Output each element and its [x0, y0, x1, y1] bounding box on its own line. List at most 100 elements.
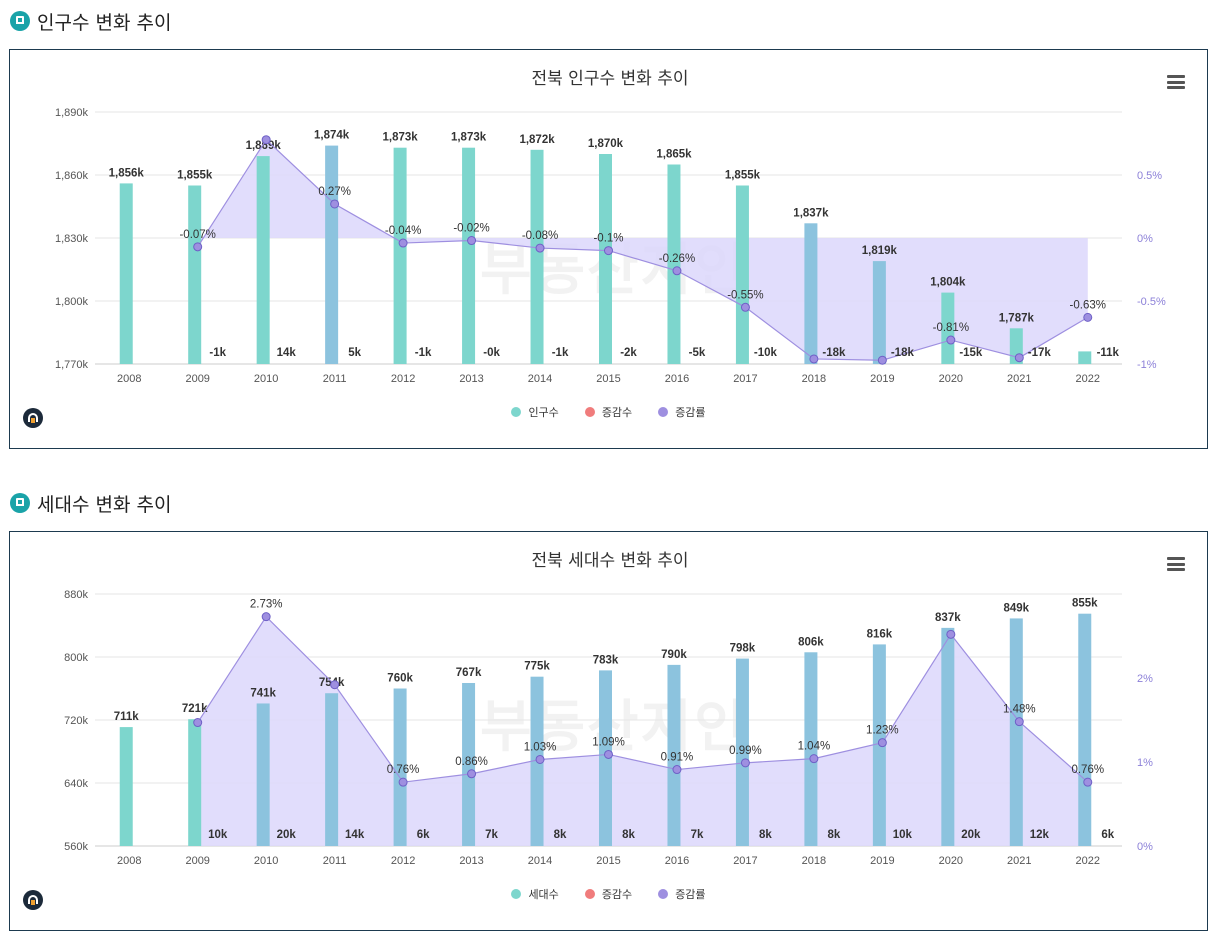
- change-data-label: -15k: [959, 347, 983, 359]
- bar: [325, 693, 339, 846]
- bar-data-label: 741k: [250, 687, 276, 699]
- bar: [1009, 618, 1023, 846]
- change-data-label: 7k: [691, 829, 704, 841]
- x-axis-tick-label: 2010: [254, 373, 278, 385]
- rate-point: [946, 335, 956, 345]
- rate-point: [604, 246, 613, 256]
- legend-item-change[interactable]: 증감수: [584, 404, 632, 420]
- legend-swatch: [584, 407, 595, 417]
- x-axis-tick-label: 2009: [185, 373, 209, 385]
- change-data-label: 14k: [345, 829, 365, 841]
- change-data-label: -1k: [552, 347, 569, 359]
- legend-label: 증감률: [675, 406, 706, 419]
- x-axis-tick-label: 2008: [117, 373, 141, 385]
- bar-data-label: 816k: [867, 628, 893, 640]
- chart-title: 전북 인구수 변화 추이: [532, 69, 689, 89]
- rate-point: [193, 242, 203, 252]
- rate-point: [330, 199, 340, 209]
- change-data-label: 5k: [348, 347, 361, 359]
- legend-item-rate[interactable]: 증감률: [658, 886, 706, 902]
- rate-point: [1083, 312, 1093, 322]
- bar: [872, 261, 886, 364]
- y-axis-tick-label: 560k: [64, 841, 88, 853]
- x-axis-tick-label: 2019: [870, 855, 894, 867]
- household-chart: 전북 세대수 변화 추이 560k 640k 720k 800k 880k 0% 1% 2% 20…: [64, 551, 1153, 867]
- x-axis-tick-label: 2012: [391, 855, 415, 867]
- change-data-label: 20k: [961, 829, 981, 841]
- x-axis-tick-label: 2017: [733, 373, 757, 385]
- rate-point: [946, 629, 956, 639]
- rate-data-label: 0.86%: [455, 756, 488, 768]
- x-axis-tick-label: 2009: [185, 855, 209, 867]
- bar-data-label: 1,855k: [177, 170, 213, 182]
- legend-item-households[interactable]: 세대수: [511, 886, 559, 902]
- bar: [119, 727, 133, 846]
- y-axis-tick-label: 640k: [64, 778, 88, 790]
- chart-menu-button[interactable]: [1167, 75, 1185, 89]
- y2-axis-tick-label: 2%: [1137, 673, 1153, 685]
- bar: [1078, 351, 1092, 364]
- change-data-label: -1k: [209, 347, 226, 359]
- bar-data-label: 767k: [456, 667, 482, 679]
- legend-item-rate[interactable]: 증감률: [658, 404, 706, 420]
- change-data-label: -10k: [754, 347, 778, 359]
- bar: [667, 164, 681, 364]
- bar-data-label: 855k: [1072, 598, 1098, 610]
- bar-data-label: 790k: [661, 649, 687, 661]
- x-axis-tick-label: 2021: [1007, 373, 1031, 385]
- rate-point: [467, 236, 477, 246]
- bar: [393, 147, 407, 364]
- change-data-label: 6k: [1101, 829, 1114, 841]
- rate-data-label: -0.81%: [933, 322, 969, 334]
- rate-data-label: 0.91%: [661, 752, 694, 764]
- rate-data-label: 1.09%: [592, 736, 625, 748]
- x-axis-tick-label: 2016: [665, 855, 689, 867]
- bar-data-label: 775k: [524, 661, 550, 673]
- y2-axis-tick-label: 1%: [1137, 757, 1153, 769]
- rate-data-label: -0.02%: [453, 223, 489, 235]
- y-axis-tick-label: 800k: [64, 652, 88, 664]
- rate-point: [1014, 717, 1024, 727]
- x-axis-tick-label: 2015: [596, 855, 620, 867]
- brand-logo-icon: [23, 408, 43, 428]
- rate-data-label: -0.07%: [179, 229, 215, 241]
- change-data-label: 8k: [759, 829, 772, 841]
- rate-point: [1083, 777, 1093, 787]
- x-axis-tick-label: 2013: [459, 855, 483, 867]
- chart-menu-button[interactable]: [1167, 557, 1185, 571]
- x-axis-tick-label: 2013: [459, 373, 483, 385]
- bar: [804, 652, 818, 846]
- rate-data-label: 0.99%: [729, 745, 762, 757]
- bar-data-label: 1,819k: [862, 245, 898, 257]
- change-data-label: -1k: [415, 347, 432, 359]
- rate-point: [330, 680, 340, 690]
- rate-point: [1014, 353, 1024, 363]
- x-axis-tick-label: 2011: [323, 855, 347, 867]
- y-axis-tick-label: 720k: [64, 715, 88, 727]
- population-chart-panel: 부동산지인 전북 인구수 변화 추이 1,770k 1,800k 1,830k 1,86…: [9, 49, 1208, 449]
- y-axis-tick-label: 880k: [64, 589, 88, 601]
- bar-data-label: 849k: [1004, 602, 1030, 614]
- change-data-label: 10k: [208, 829, 228, 841]
- change-data-label: -11k: [1097, 347, 1120, 359]
- bar-data-label: 798k: [730, 643, 756, 655]
- legend-label: 인구수: [528, 406, 559, 419]
- y-axis-tick-label: 1,860k: [55, 170, 89, 182]
- population-chart: 전북 인구수 변화 추이 1,770k 1,800k 1,830k 1,860k 1,89…: [55, 69, 1166, 385]
- x-axis-tick-label: 2011: [323, 373, 347, 385]
- x-axis-tick-label: 2022: [1076, 373, 1100, 385]
- bar-data-label: 1,855k: [725, 170, 761, 182]
- legend-item-change[interactable]: 증감수: [584, 886, 632, 902]
- rate-point: [740, 302, 750, 312]
- change-data-label: 8k: [828, 829, 841, 841]
- x-axis-tick-label: 2021: [1007, 855, 1031, 867]
- bar: [599, 154, 612, 364]
- rate-data-label: -0.08%: [522, 230, 558, 242]
- legend-item-population[interactable]: 인구수: [511, 404, 559, 420]
- bar-data-label: 1,873k: [451, 132, 487, 144]
- bar-data-label: 1,804k: [930, 277, 966, 289]
- bar: [804, 223, 818, 364]
- rate-point: [467, 769, 477, 779]
- legend-swatch: [511, 889, 522, 899]
- bar-data-label: 1,870k: [588, 138, 624, 150]
